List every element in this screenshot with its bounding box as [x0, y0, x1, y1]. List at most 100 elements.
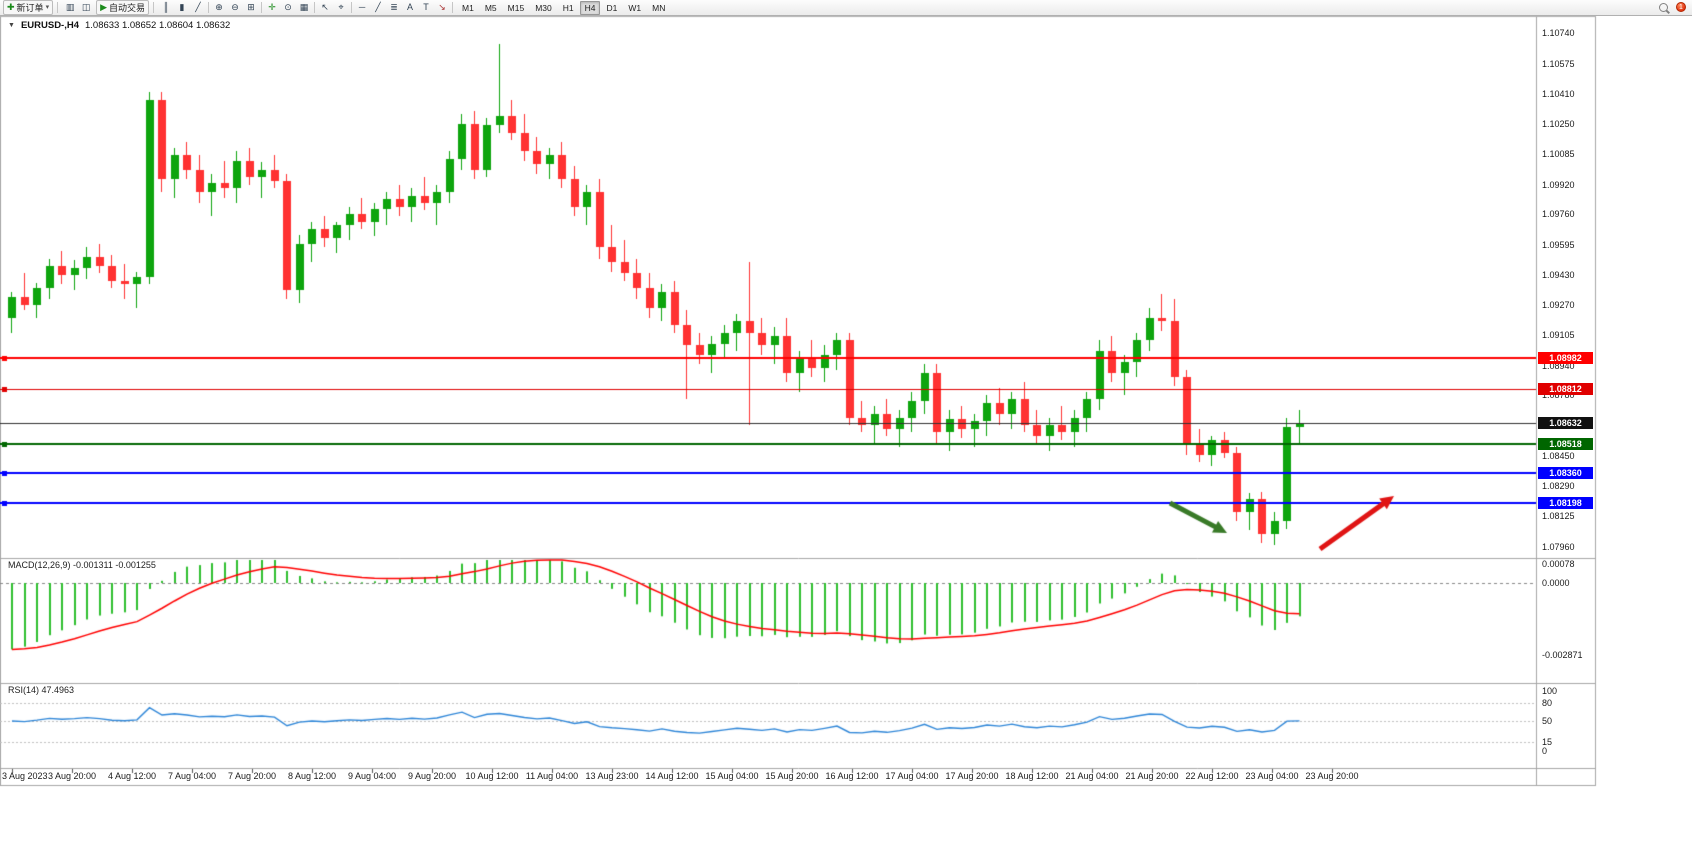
period-button[interactable]: ⊙ [280, 0, 296, 15]
price-axis-label: 1.10250 [1542, 118, 1575, 129]
chart-marker-icon[interactable]: ▼ [8, 22, 15, 29]
bar-chart-button[interactable]: ║ [158, 0, 174, 15]
new-order-button[interactable]: ✚ 新订单 ▾ [3, 0, 54, 15]
bar-chart-icon: ║ [162, 2, 170, 12]
macd-axis-label: 0.00078 [1542, 559, 1575, 569]
time-axis-label: 16 Aug 12:00 [825, 771, 879, 781]
arrows-tool-button[interactable]: ↘ [434, 0, 450, 15]
time-axis-label: 21 Aug 04:00 [1065, 771, 1119, 781]
price-tag-1.08518[interactable]: 1.08518 [1538, 438, 1593, 450]
rsi-axis-label: 50 [1542, 716, 1553, 726]
cursor-button[interactable]: ↖ [317, 0, 333, 15]
symbol-period: EURUSD-,H4 [20, 20, 79, 31]
templates-button[interactable]: ▦ [296, 0, 312, 15]
time-axis-label: 9 Aug 04:00 [347, 771, 397, 781]
new-order-label: 新订单 [16, 3, 44, 13]
price-axis-label: 1.09105 [1542, 330, 1575, 341]
timeframe-H4-button[interactable]: H4 [579, 0, 601, 15]
timeframe-M5-button[interactable]: M5 [484, 2, 497, 13]
time-axis-label: 11 Aug 04:00 [525, 771, 579, 781]
price-axis-label: 1.10085 [1542, 149, 1575, 160]
time-axis-label: 3 Aug 2023 [2, 771, 48, 781]
time-axis-label: 8 Aug 12:00 [287, 771, 337, 781]
timeframe-M1-button[interactable]: M1 [462, 2, 474, 13]
price-tag-1.08982[interactable]: 1.08982 [1538, 352, 1593, 364]
crosshair-icon: ⌖ [338, 2, 344, 12]
tile-windows-icon: ⊞ [247, 2, 255, 12]
timeframe-D1-button[interactable]: D1 [606, 2, 618, 13]
toolbar-separator [153, 2, 155, 13]
fibonacci-tool-button[interactable]: ≣ [386, 0, 402, 15]
line-chart-icon: ╱ [195, 2, 201, 12]
trendline-tool-button[interactable]: ╱ [370, 0, 386, 15]
time-axis-label: 17 Aug 20:00 [945, 771, 999, 781]
line-chart-button[interactable]: ╱ [190, 0, 206, 15]
zoom-in-button[interactable]: ⊕ [211, 0, 227, 15]
label-tool-icon: T [423, 2, 429, 12]
rsi-label: RSI(14) 47.4963 [8, 685, 75, 695]
horizontal-line-tool-button[interactable]: ─ [354, 0, 370, 15]
timeframe-H1-button[interactable]: H1 [562, 2, 574, 13]
time-axis-label: 15 Aug 04:00 [705, 771, 759, 781]
time-axis-label: 18 Aug 12:00 [1005, 771, 1059, 781]
price-tag-1.08198[interactable]: 1.08198 [1538, 497, 1593, 509]
zoom-out-button[interactable]: ⊖ [227, 0, 243, 15]
rsi-axis-label: 100 [1542, 686, 1558, 696]
add-indicator-icon: ✛ [268, 2, 276, 12]
notification-badge[interactable]: 1 [1676, 2, 1686, 12]
chevron-down-icon: ▾ [45, 4, 50, 11]
current-price-tag: 1.08632 [1538, 417, 1593, 429]
label-tool-button[interactable]: T [418, 0, 434, 15]
time-axis-label: 23 Aug 04:00 [1245, 771, 1299, 781]
toolbar-separator [351, 2, 353, 13]
chart-header: ▼ EURUSD-,H4 1.08633 1.08652 1.08604 1.0… [8, 20, 230, 31]
timeframe-M15-button[interactable]: M15 [507, 2, 525, 13]
tile-windows-button[interactable]: ⊞ [243, 0, 259, 15]
price-tag-1.08812[interactable]: 1.08812 [1538, 383, 1593, 395]
text-tool-icon: A [407, 2, 414, 12]
price-axis-label: 1.09760 [1542, 209, 1575, 220]
time-axis-label: 4 Aug 12:00 [107, 771, 157, 781]
time-axis-label: 7 Aug 04:00 [167, 771, 217, 781]
search-icon[interactable] [1659, 2, 1668, 12]
candlestick-chart-button[interactable]: ▮ [174, 0, 190, 15]
time-axis-label: 17 Aug 04:00 [885, 771, 939, 781]
price-axis-label: 1.08450 [1542, 451, 1575, 462]
toolbar-separator [57, 2, 59, 13]
candlestick-chart-icon: ▮ [179, 2, 185, 12]
toolbar-separator [314, 2, 316, 13]
time-axis-label: 22 Aug 12:00 [1185, 771, 1239, 781]
time-axis-label: 21 Aug 20:00 [1125, 771, 1179, 781]
price-axis-label: 1.10575 [1542, 58, 1575, 69]
charts-button[interactable]: ▥ [62, 0, 78, 15]
macd-axis-label: -0.002871 [1542, 649, 1583, 660]
profiles-icon: ◫ [81, 2, 91, 12]
cursor-icon: ↖ [321, 2, 329, 12]
new-order-icon: ✚ [7, 2, 15, 12]
toolbar-separator [261, 2, 263, 13]
toolbar-right-icons: 1 [1659, 2, 1686, 12]
crosshair-button[interactable]: ⌖ [333, 0, 349, 15]
time-axis-label: 10 Aug 12:00 [465, 771, 519, 781]
text-tool-button[interactable]: A [402, 0, 418, 15]
price-axis-label: 1.08780 [1542, 390, 1575, 401]
price-axis-label: 1.08125 [1542, 511, 1575, 522]
zoom-in-icon: ⊕ [215, 2, 223, 12]
autotrade-button[interactable]: ▶ 自动交易 [96, 0, 150, 15]
add-indicator-button[interactable]: ✛ [264, 0, 280, 15]
timeframe-MN-button[interactable]: MN [652, 2, 666, 13]
ohlc-values: 1.08633 1.08652 1.08604 1.08632 [85, 20, 231, 31]
toolbar: ✚ 新订单 ▾ ▥ ◫ ▶ 自动交易 ║ ▮ ╱ ⊕ ⊖ ⊞ ✛ ⊙ ▦ ↖ ⌖ ─ ╱ ≣ A T ↘ M1 M5… [0, 0, 1692, 16]
price-tag-1.08360[interactable]: 1.08360 [1538, 467, 1593, 479]
profiles-button[interactable]: ◫ [78, 0, 94, 15]
price-axis-label: 1.09430 [1542, 270, 1575, 281]
macd-axis-label: 0.0000 [1542, 578, 1570, 588]
price-axis-label: 1.09595 [1542, 239, 1575, 250]
price-axis-label: 1.09270 [1542, 299, 1575, 310]
time-axis-label: 13 Aug 23:00 [585, 771, 639, 781]
timeframe-M30-button[interactable]: M30 [535, 2, 552, 13]
timeframe-W1-button[interactable]: W1 [628, 2, 642, 13]
zoom-out-icon: ⊖ [231, 2, 239, 12]
time-axis-label: 3 Aug 20:00 [47, 771, 97, 781]
